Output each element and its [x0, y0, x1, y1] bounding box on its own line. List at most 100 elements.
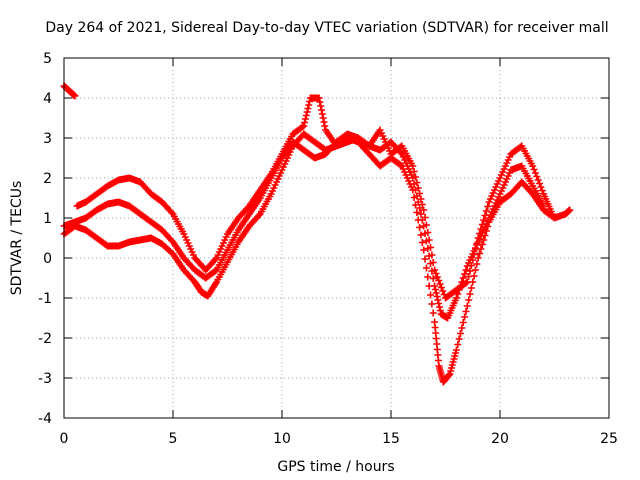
data-point [462, 279, 470, 287]
data-point [471, 266, 479, 274]
data-point [439, 287, 447, 295]
x-tick-label: 20 [491, 431, 509, 447]
y-tick-label: 3 [43, 131, 52, 147]
data-point [458, 324, 466, 332]
data-point [471, 245, 479, 253]
data-point [467, 284, 475, 292]
data-point [414, 184, 422, 192]
data-point [456, 330, 464, 337]
data-point [470, 251, 478, 258]
data-point [315, 94, 323, 102]
data-point [300, 122, 308, 130]
data-point [410, 168, 418, 175]
data-point [452, 294, 460, 302]
data-point [424, 273, 432, 281]
data-point [484, 203, 492, 210]
data-point [433, 293, 441, 300]
data-point [435, 277, 443, 284]
data-point [566, 206, 574, 214]
data-point [316, 98, 324, 106]
data-point [466, 267, 474, 275]
data-point [478, 221, 486, 228]
chart-title: Day 264 of 2021, Sidereal Day-to-day VTE… [45, 20, 608, 36]
data-point [482, 207, 490, 215]
data-point [320, 118, 328, 126]
data-point [531, 169, 539, 177]
y-tick-label: -3 [38, 371, 52, 387]
data-point [534, 176, 542, 184]
data-point [304, 105, 312, 112]
data-point [480, 236, 488, 244]
data-point [416, 190, 424, 197]
data-point [428, 300, 436, 308]
y-tick-label: 1 [43, 211, 52, 227]
series-track-d [60, 82, 79, 100]
data-point [416, 224, 424, 231]
data-point [211, 256, 219, 263]
data-point [529, 162, 537, 170]
data-point [454, 341, 462, 348]
data-point [420, 246, 428, 254]
data-point [463, 278, 471, 286]
data-point [422, 221, 430, 229]
data-point [303, 108, 311, 116]
data-point [318, 110, 326, 118]
grid [64, 58, 609, 418]
data-points [60, 82, 574, 386]
data-point [481, 212, 489, 219]
data-point [421, 214, 429, 221]
data-point [424, 229, 432, 236]
data-point [317, 102, 325, 110]
data-point [433, 273, 441, 281]
series-track-b [60, 130, 548, 322]
data-point [459, 319, 467, 326]
data-point [71, 92, 79, 100]
data-point [462, 308, 470, 315]
data-point [427, 244, 435, 251]
data-point [255, 212, 263, 219]
x-tick-label: 0 [60, 431, 69, 447]
y-tick-label: -1 [38, 291, 52, 307]
data-point [463, 302, 471, 310]
x-tick-label: 5 [169, 431, 178, 447]
data-point [465, 273, 473, 280]
x-axis-label: GPS time / hours [277, 459, 394, 475]
data-point [548, 210, 556, 218]
data-point [474, 254, 482, 262]
data-point [397, 161, 405, 169]
data-point [473, 260, 481, 268]
data-point [417, 231, 425, 239]
data-point [473, 240, 481, 247]
data-point [422, 264, 430, 272]
plot-frame [63, 57, 610, 419]
data-point [434, 296, 442, 304]
data-point [431, 266, 439, 274]
data-point [412, 173, 420, 181]
y-tick-label: 4 [43, 91, 52, 107]
data-point [302, 112, 310, 119]
x-tick-label: 10 [273, 431, 291, 447]
data-point [467, 262, 475, 269]
y-tick-label: 5 [43, 51, 52, 67]
data-point [319, 114, 327, 122]
data-point [538, 187, 546, 194]
data-point [435, 300, 443, 307]
data-point [461, 270, 469, 278]
data-point [305, 101, 313, 109]
data-point [409, 162, 417, 170]
y-axis-label: SDTVAR / TECUs [9, 181, 25, 296]
series-track-c [73, 94, 556, 302]
data-point [425, 236, 433, 244]
data-point [477, 225, 485, 233]
data-point [432, 270, 440, 277]
data-point [413, 209, 421, 216]
data-point [321, 122, 329, 130]
data-point [427, 291, 435, 299]
data-point [465, 296, 473, 304]
y-tick-label: -4 [38, 411, 52, 427]
data-point [533, 173, 541, 180]
data-point [413, 179, 421, 186]
x-tick-label: 25 [600, 431, 618, 447]
data-point [417, 195, 425, 203]
data-point [428, 251, 436, 259]
